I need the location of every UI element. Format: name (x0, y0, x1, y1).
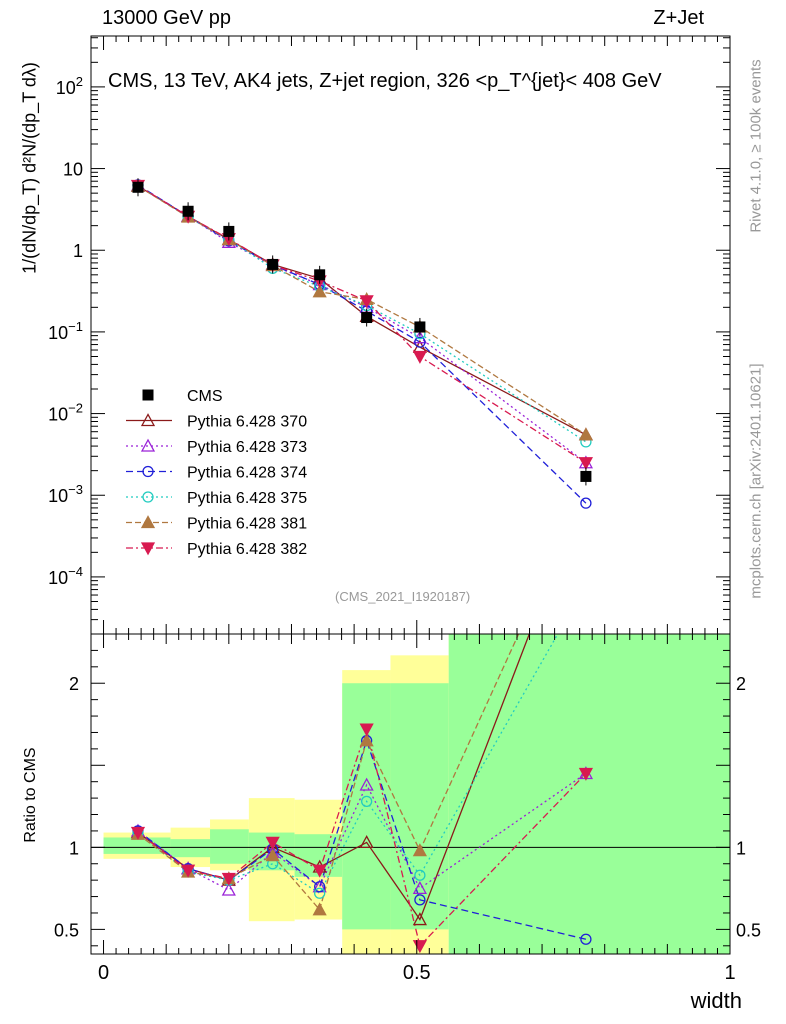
cms-point (414, 321, 426, 333)
rivet-version-label: Rivet 4.1.0, ≥ 100k events (747, 59, 765, 233)
y-tick-label: 1 (73, 241, 83, 261)
series-point-ratio-5 (130, 826, 146, 840)
legend-marker-cms (142, 389, 154, 401)
y-tick-label: 10−1 (48, 319, 83, 343)
series-point-ratio-2 (314, 881, 326, 893)
header-process: Z+Jet (653, 7, 704, 29)
series-point-main-5 (412, 350, 427, 364)
series-point-ratio-0 (359, 835, 374, 849)
y-tick-label: 10−2 (48, 401, 83, 425)
series-point-ratio-0 (412, 912, 427, 926)
series-point-main-5 (578, 457, 594, 471)
ratio-tick-label-right: 0.5 (736, 920, 761, 940)
x-tick-label: 0.5 (403, 962, 431, 984)
series-point-ratio-2 (580, 933, 592, 945)
ratio-tick-label-right: 1 (736, 838, 746, 858)
y-tick-label: 10−3 (48, 482, 83, 506)
series-point-ratio-3 (314, 887, 326, 899)
cms-point (223, 225, 235, 237)
legend-label-4: Pythia 6.428 381 (187, 516, 307, 533)
series-point-ratio-1 (359, 777, 374, 791)
ratio-band-stat (103, 837, 171, 854)
ratio-tick-label: 0.5 (54, 920, 79, 940)
legend-label-1: Pythia 6.428 373 (187, 439, 307, 456)
series-line-main-5 (137, 184, 587, 464)
cms-point (182, 205, 194, 217)
series-point-ratio-4 (412, 843, 427, 857)
ratio-band-stat (210, 829, 249, 864)
cms-point (132, 181, 144, 193)
series-point-main-2 (580, 497, 592, 509)
legend-marker-1 (140, 438, 156, 452)
mcplots-label: mcplots.cern.ch [arXiv:2401.10621] (747, 363, 765, 599)
series-line-ratio-4 (137, 634, 520, 912)
x-axis-label: width (690, 988, 742, 1013)
series-point-ratio-5 (312, 864, 327, 878)
legend-marker-3 (142, 491, 154, 503)
series-point-ratio-5 (221, 872, 236, 886)
series-point-ratio-3 (360, 795, 373, 808)
cms-point (314, 269, 326, 281)
legend-label-cms: CMS (187, 388, 223, 405)
analysis-id: (CMS_2021_I1920187) (335, 589, 471, 604)
series-point-ratio-5 (359, 723, 374, 737)
series-point-ratio-1 (221, 882, 236, 896)
series-line-ratio-1 (137, 772, 587, 891)
header-energy: 13000 GeV pp (102, 7, 231, 29)
legend-marker-4 (140, 515, 156, 529)
y-axis-label: 1/(dN/dp_T) d²N/(dp_T dλ) (19, 62, 40, 274)
series-line-ratio-3 (137, 634, 559, 895)
cms-point (580, 470, 592, 482)
y-tick-label: 10 (63, 160, 83, 180)
ratio-tick-label: 2 (69, 674, 79, 694)
ratio-tick-label: 1 (69, 838, 79, 858)
series-point-ratio-4 (312, 902, 327, 916)
cms-point (361, 312, 373, 324)
series-point-main-4 (312, 284, 327, 298)
series-point-ratio-5 (265, 836, 280, 850)
legend-label-3: Pythia 6.428 375 (187, 490, 307, 507)
cms-point (267, 258, 279, 270)
ratio-band-stat (170, 839, 211, 858)
legend-label-2: Pythia 6.428 374 (187, 465, 307, 482)
ratio-frame (90, 633, 731, 955)
ratio-axis-label: Ratio to CMS (22, 747, 39, 843)
series-point-ratio-3 (414, 869, 426, 881)
series-point-ratio-4 (359, 733, 374, 747)
legend-label-5: Pythia 6.428 382 (187, 541, 307, 558)
series-point-ratio-5 (181, 864, 196, 878)
legend-marker-5 (140, 542, 156, 556)
series-point-ratio-2 (414, 894, 426, 906)
series-point-ratio-4 (265, 848, 280, 862)
ratio-band-stat (390, 683, 449, 930)
ratio-tick-label-right: 2 (736, 674, 746, 694)
x-tick-label: 0 (98, 962, 109, 984)
y-tick-label: 102 (56, 74, 83, 98)
series-point-main-2 (414, 336, 426, 348)
ratio-band-stat (448, 634, 730, 954)
series-point-main-5 (359, 295, 374, 309)
x-tick-label: 1 (724, 962, 735, 984)
series-point-main-4 (578, 427, 594, 441)
series-point-ratio-1 (412, 881, 427, 895)
series-line-ratio-5 (137, 726, 587, 948)
legend-marker-0 (140, 413, 156, 427)
legend-marker-2 (142, 465, 154, 478)
series-point-ratio-5 (578, 767, 594, 781)
y-tick-label: 10−4 (48, 564, 83, 588)
chart-title: CMS, 13 TeV, AK4 jets, Z+jet region, 326… (108, 70, 662, 92)
series-line-ratio-2 (137, 738, 587, 940)
legend-label-0: Pythia 6.428 370 (187, 414, 307, 431)
